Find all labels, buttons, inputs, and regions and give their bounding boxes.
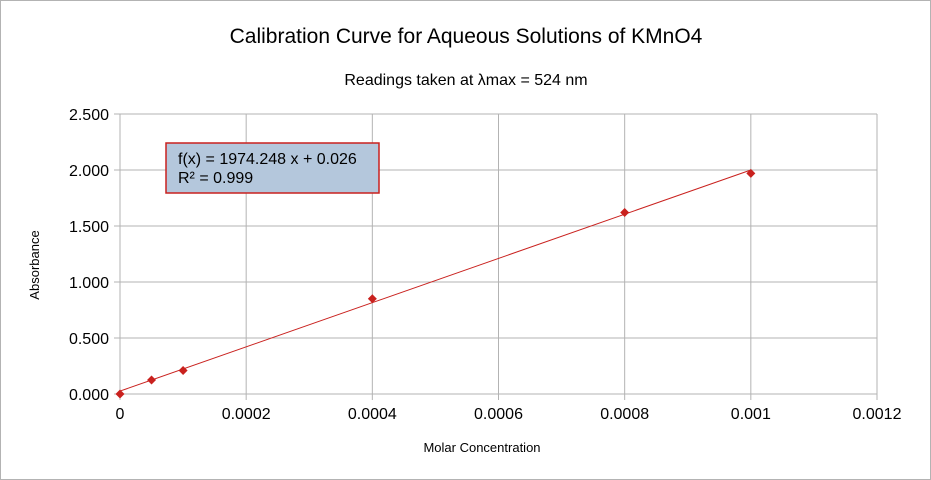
data-point bbox=[746, 168, 756, 178]
equation-box-rect bbox=[165, 142, 380, 194]
trendline-group bbox=[119, 169, 751, 392]
y-tick-label: 2.000 bbox=[69, 163, 109, 180]
x-tick-label: 0.0004 bbox=[348, 406, 397, 423]
data-point bbox=[620, 208, 630, 218]
chart-subtitle: Readings taken at λmax = 524 nm bbox=[344, 72, 587, 89]
x-tick-label: 0.0012 bbox=[853, 406, 902, 423]
x-tick-label: 0.0008 bbox=[600, 406, 649, 423]
y-tick-label: 0.500 bbox=[69, 331, 109, 348]
trendline bbox=[119, 169, 751, 392]
y-tick-labels: 0.000 0.500 1.000 1.500 2.000 2.500 bbox=[69, 107, 109, 404]
y-axis-label: Absorbance bbox=[27, 230, 42, 299]
data-point bbox=[147, 375, 157, 385]
y-tick-label: 0.000 bbox=[69, 387, 109, 404]
grid-lines bbox=[119, 113, 878, 395]
data-points bbox=[115, 168, 756, 399]
y-tick-label: 2.500 bbox=[69, 107, 109, 124]
y-tick-label: 1.000 bbox=[69, 275, 109, 292]
x-tick-label: 0 bbox=[116, 406, 125, 423]
equation-line-r2: R² = 0.999 bbox=[178, 170, 253, 187]
data-point bbox=[178, 365, 188, 375]
x-axis-label: Molar Concentration bbox=[423, 440, 540, 455]
x-tick-label: 0.0006 bbox=[474, 406, 523, 423]
x-tick-labels: 0 0.0002 0.0004 0.0006 0.0008 0.001 0.0012 bbox=[116, 406, 902, 423]
data-point bbox=[367, 294, 377, 304]
equation-line-fx: f(x) = 1974.248 x + 0.026 bbox=[178, 151, 357, 168]
x-tick-label: 0.001 bbox=[731, 406, 771, 423]
x-tick-label: 0.0002 bbox=[222, 406, 271, 423]
chart-title: Calibration Curve for Aqueous Solutions … bbox=[230, 25, 703, 48]
y-tick-label: 1.500 bbox=[69, 219, 109, 236]
equation-box: f(x) = 1974.248 x + 0.026 R² = 0.999 bbox=[165, 142, 380, 194]
data-point bbox=[115, 389, 125, 399]
